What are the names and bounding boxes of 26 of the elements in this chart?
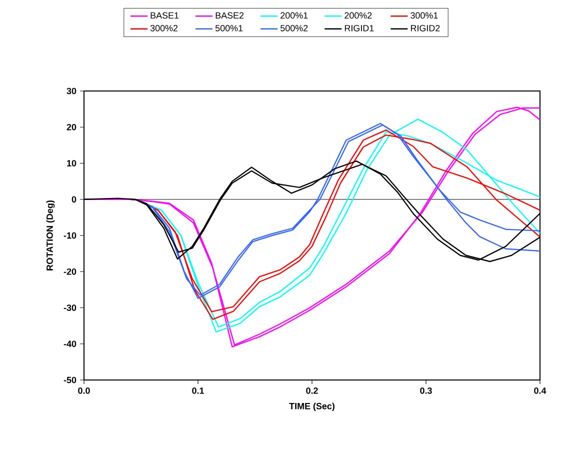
legend-label: 500%2 bbox=[280, 24, 308, 32]
legend-label: 200%1 bbox=[280, 12, 308, 19]
y-tick-label: 30 bbox=[66, 88, 76, 94]
legend-label: BASE1 bbox=[150, 12, 179, 19]
legend-label: 300%2 bbox=[150, 24, 178, 32]
x-tick-label: 0.3 bbox=[420, 388, 432, 394]
y-tick-label: -50 bbox=[64, 376, 76, 384]
legend-label: 300%1 bbox=[410, 12, 438, 19]
legend-label: RIGID1 bbox=[344, 24, 374, 32]
y-tick-label: -40 bbox=[64, 340, 76, 348]
legend-label: 500%1 bbox=[215, 24, 243, 32]
x-axis-title: TIME (Sec) bbox=[289, 402, 334, 412]
y-tick-label: -20 bbox=[64, 268, 76, 275]
legend-label: BASE2 bbox=[216, 12, 244, 19]
y-tick-label: -30 bbox=[64, 304, 76, 311]
x-tick-label: 0.0 bbox=[78, 388, 90, 394]
y-tick-label: 0 bbox=[72, 196, 76, 203]
x-tick-label: 0.1 bbox=[192, 388, 204, 394]
x-tick-label: 0.2 bbox=[306, 388, 318, 394]
legend-label: 200%2 bbox=[344, 12, 372, 19]
legend-label: RIGID2 bbox=[410, 24, 440, 32]
y-axis-title: ROTATION (Deg) bbox=[46, 200, 55, 270]
x-tick-label: 0.4 bbox=[534, 388, 546, 394]
y-tick-label: -10 bbox=[64, 232, 76, 239]
y-tick-label: 20 bbox=[66, 124, 76, 130]
y-tick-label: 10 bbox=[67, 160, 76, 166]
